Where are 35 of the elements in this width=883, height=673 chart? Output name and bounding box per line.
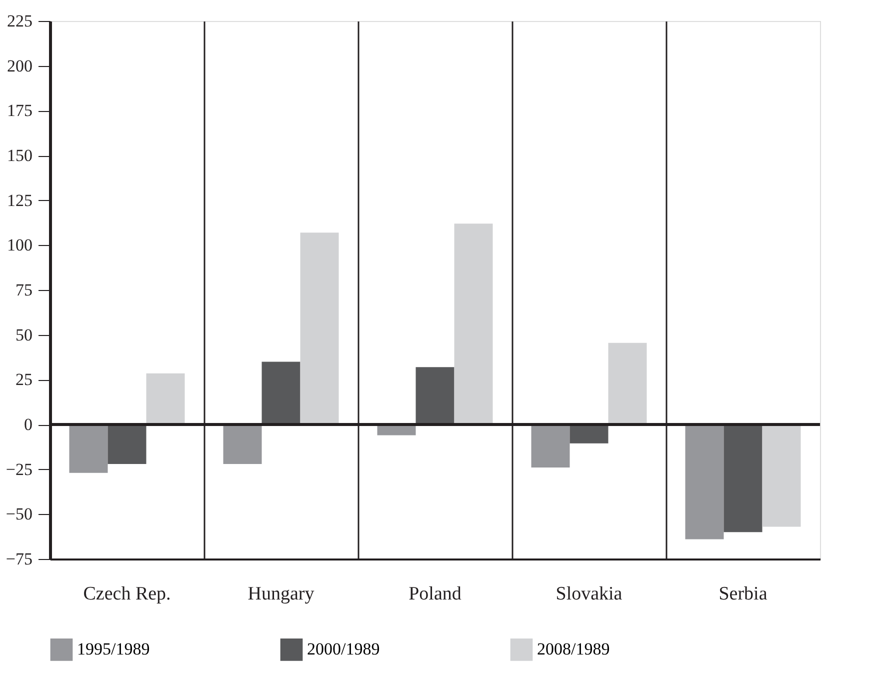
- x-tick-label: Serbia: [718, 584, 768, 604]
- x-tick-label: Hungary: [248, 584, 315, 604]
- y-tick-label: −50: [6, 504, 32, 524]
- bar: [108, 424, 146, 464]
- bar: [570, 424, 608, 444]
- bar: [416, 367, 454, 424]
- y-tick-label: −25: [6, 460, 32, 479]
- bar: [608, 342, 647, 424]
- y-tick-label: 25: [16, 370, 32, 390]
- y-tick-label: 50: [16, 325, 32, 344]
- y-tick-label: −75: [6, 550, 32, 568]
- y-tick-label: 0: [24, 415, 32, 434]
- y-tick-label: 100: [7, 236, 32, 255]
- bar: [724, 424, 762, 532]
- bar: [300, 232, 339, 424]
- y-tick-label: 150: [7, 146, 32, 165]
- bar: [531, 424, 570, 468]
- y-tick-label: 175: [7, 101, 32, 120]
- x-tick-label: Poland: [408, 584, 462, 604]
- y-tick-label: 125: [7, 190, 32, 210]
- x-tick-label: Czech Rep.: [83, 584, 171, 604]
- y-tick-label: 75: [16, 280, 32, 300]
- bar: [262, 362, 300, 424]
- legend-label: 1995/1989: [77, 640, 150, 659]
- y-tick-label: 225: [7, 12, 32, 30]
- bar: [454, 224, 493, 424]
- bar: [685, 424, 724, 540]
- bar: [762, 424, 801, 527]
- legend-label: 2008/1989: [537, 640, 610, 659]
- bar: [69, 424, 108, 473]
- bar: [146, 373, 185, 424]
- legend-label: 2000/1989: [307, 640, 380, 659]
- x-tick-label: Slovakia: [556, 584, 623, 604]
- bar: [223, 424, 262, 464]
- y-tick-label: 200: [7, 56, 32, 76]
